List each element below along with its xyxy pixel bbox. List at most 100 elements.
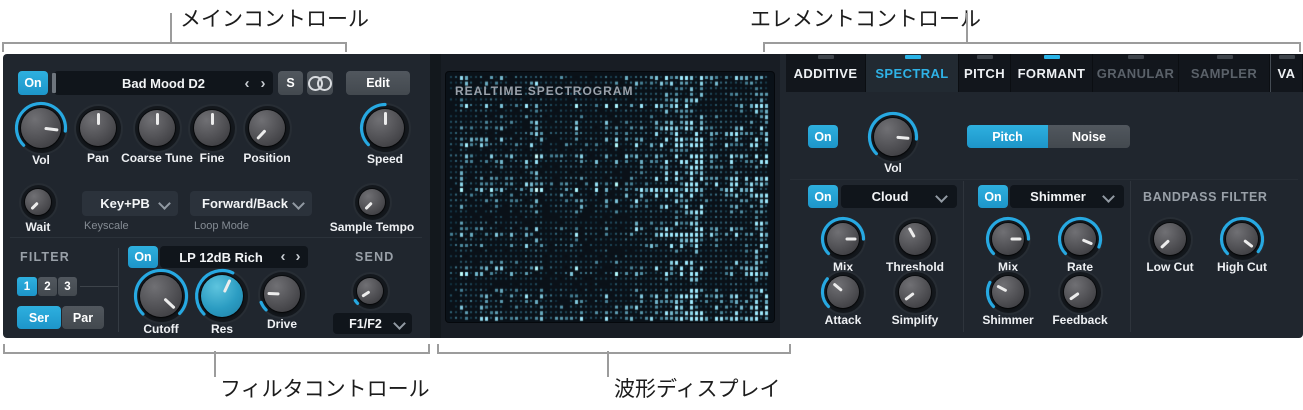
- knob-cutoff[interactable]: [131, 266, 191, 326]
- stereo-link-button[interactable]: [307, 71, 333, 95]
- tab-granular[interactable]: GRANULAR: [1093, 54, 1179, 92]
- spectrogram-title: REALTIME SPECTROGRAM: [455, 84, 634, 98]
- element-state-indicator: [1044, 55, 1060, 59]
- formant-effect-on-button[interactable]: On: [978, 185, 1008, 208]
- sample-name-display[interactable]: Bad Mood D2: [54, 71, 273, 95]
- sample-prev-button[interactable]: ‹: [244, 75, 250, 92]
- knob-position[interactable]: [240, 101, 294, 155]
- knob-label-position: Position: [243, 151, 291, 165]
- knob-value-arc: [353, 298, 360, 305]
- knob-body: [899, 276, 931, 308]
- knob-mix-formant[interactable]: [983, 214, 1033, 264]
- knob-wait[interactable]: [16, 180, 60, 224]
- knob-label-drive: Drive: [266, 317, 298, 331]
- divider: [10, 237, 422, 238]
- knob-feedback[interactable]: [1055, 267, 1105, 317]
- knob-pan[interactable]: [71, 101, 125, 155]
- filter-on-button[interactable]: On: [128, 246, 158, 268]
- knob-body: [249, 110, 285, 146]
- realtime-spectrogram-display: [446, 72, 774, 322]
- bracket-main-controls: [2, 42, 347, 52]
- knob-label-vol-element: Vol: [884, 161, 902, 175]
- spectral-effect-on-button[interactable]: On: [808, 185, 838, 208]
- knob-value-arc: [985, 280, 996, 309]
- formant-effect-mode: Shimmer: [1030, 189, 1086, 204]
- filter-parallel-button[interactable]: Par: [62, 306, 104, 329]
- knob-label-threshold: Threshold: [885, 260, 944, 274]
- knob-low-cut[interactable]: [1145, 214, 1195, 264]
- spectral-effect-select[interactable]: Cloud: [841, 185, 957, 208]
- tab-spectral[interactable]: SPECTRAL: [866, 54, 959, 92]
- knob-label-rate: Rate: [1066, 260, 1093, 274]
- filter-slot-1-button[interactable]: 1: [17, 277, 37, 296]
- bracket-element-controls: [763, 42, 1301, 52]
- annotation-waveform-display: 波形ディスプレイ: [614, 378, 781, 401]
- solo-button[interactable]: S: [278, 71, 303, 95]
- send-header: SEND: [355, 250, 395, 264]
- knob-fine[interactable]: [185, 101, 239, 155]
- knob-rate[interactable]: [1055, 214, 1105, 264]
- knob-label-pan: Pan: [86, 151, 109, 165]
- filter-serial-button[interactable]: Ser: [17, 306, 61, 329]
- section-divider: [430, 54, 441, 338]
- tab-va[interactable]: VA: [1270, 54, 1303, 92]
- knob-threshold[interactable]: [890, 214, 940, 264]
- knob-value-arc: [195, 268, 235, 316]
- knob-value-arc: [14, 101, 68, 147]
- knob-res[interactable]: [192, 266, 252, 326]
- knob-value-arc: [359, 102, 387, 147]
- loop-mode-label: Loop Mode: [194, 220, 250, 232]
- annotation-tick: [170, 13, 172, 43]
- filter-next-button[interactable]: ›: [295, 248, 301, 265]
- knob-drive[interactable]: [255, 267, 309, 321]
- noise-button[interactable]: Noise: [1048, 125, 1130, 148]
- sample-next-button[interactable]: ›: [260, 75, 266, 92]
- element-state-indicator: [1278, 55, 1295, 59]
- send-destination-select[interactable]: F1/F2: [333, 313, 412, 334]
- main-on-button[interactable]: On: [18, 71, 48, 95]
- knob-indicator: [266, 291, 280, 296]
- tab-additive[interactable]: ADDITIVE: [786, 54, 866, 92]
- element-state-indicator: [904, 55, 921, 59]
- knob-sample-tempo[interactable]: [350, 180, 394, 224]
- keyscale-select[interactable]: Key+PB: [82, 191, 178, 216]
- knob-send[interactable]: [348, 269, 392, 313]
- stereo-link-icon: [317, 75, 332, 91]
- formant-effect-select[interactable]: Shimmer: [1010, 185, 1124, 208]
- knob-vol[interactable]: [12, 99, 70, 157]
- filter-type: LP 12dB Rich: [179, 249, 263, 265]
- filter-prev-button[interactable]: ‹: [280, 248, 286, 265]
- knob-indicator: [96, 113, 100, 125]
- filter-slot-3-button[interactable]: 3: [58, 277, 77, 296]
- knob-attack[interactable]: [818, 267, 868, 317]
- knob-high-cut[interactable]: [1217, 214, 1267, 264]
- knob-label-high-cut: High Cut: [1217, 260, 1267, 274]
- knob-value-arc: [820, 277, 831, 309]
- knob-indicator: [1010, 237, 1021, 241]
- knob-mix-spectral[interactable]: [818, 214, 868, 264]
- filter-routing-line: [80, 286, 118, 287]
- filter-type-display[interactable]: LP 12dB Rich: [160, 246, 308, 268]
- knob-value-arc: [133, 268, 189, 316]
- send-destination: F1/F2: [349, 316, 382, 331]
- sample-drag-handle[interactable]: [52, 73, 56, 93]
- pitch-button[interactable]: Pitch: [967, 125, 1048, 148]
- knob-body: [1064, 223, 1096, 255]
- tab-sampler[interactable]: SAMPLER: [1179, 54, 1270, 92]
- knob-vol-element[interactable]: [865, 109, 921, 165]
- tab-pitch[interactable]: PITCH: [959, 54, 1011, 92]
- knob-coarse-tune[interactable]: [130, 101, 184, 155]
- knob-shimmer[interactable]: [983, 267, 1033, 317]
- tab-formant[interactable]: FORMANT: [1011, 54, 1093, 92]
- filter-slot-2-button[interactable]: 2: [38, 277, 57, 296]
- knob-body: [357, 278, 383, 304]
- edit-button[interactable]: Edit: [346, 71, 410, 95]
- knob-simplify[interactable]: [890, 267, 940, 317]
- divider: [963, 181, 964, 332]
- knob-body: [899, 223, 931, 255]
- knob-label-speed: Speed: [366, 152, 403, 166]
- loop-mode-select[interactable]: Forward/Back: [190, 191, 312, 216]
- knob-speed[interactable]: [357, 100, 413, 156]
- knob-label-mix-spectral: Mix: [832, 260, 853, 274]
- element-on-button[interactable]: On: [808, 125, 838, 148]
